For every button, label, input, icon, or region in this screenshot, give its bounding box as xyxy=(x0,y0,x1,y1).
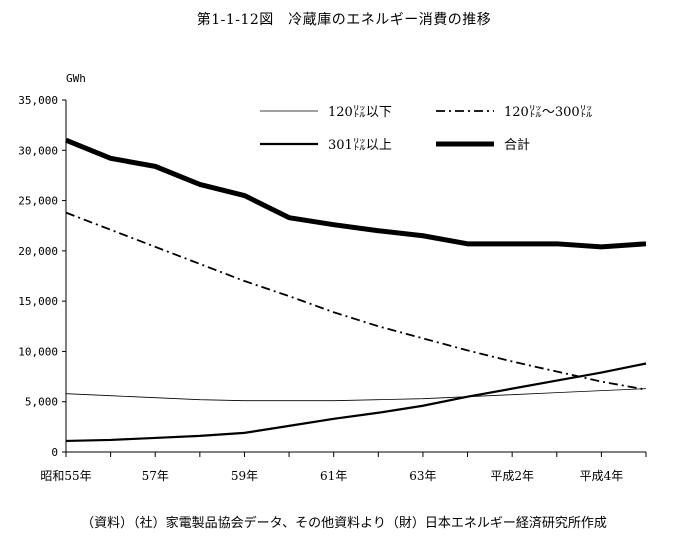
y-tick-label: 20,000 xyxy=(18,245,58,258)
x-tick-label: 61年 xyxy=(320,469,347,483)
x-tick-label: 平成2年 xyxy=(490,469,534,483)
y-tick-label: 10,000 xyxy=(18,345,58,358)
legend-label-3: 合計 xyxy=(504,137,530,153)
legend: 120㍑以下 120㍑～300㍑ 301㍑以上 合計 xyxy=(260,105,593,153)
axes: 0 5,000 10,000 15,000 20,000 25,000 30,000 35,0… xyxy=(18,94,647,483)
y-axis-unit-label: GWh xyxy=(66,72,86,85)
series-layer xyxy=(65,137,647,443)
chart-title: 第1-1-12図 冷蔵庫のエネルギー消費の推移 xyxy=(196,12,492,28)
series-line-2 xyxy=(65,362,647,443)
series-line-3 xyxy=(65,137,647,250)
y-tick-label: 5,000 xyxy=(25,396,58,409)
x-tick-label: 57年 xyxy=(142,469,169,483)
y-tick-label: 30,000 xyxy=(18,144,58,157)
series-line-0 xyxy=(65,388,647,402)
x-tick-label: 59年 xyxy=(231,469,258,483)
y-tick-label: 35,000 xyxy=(18,94,58,107)
source-note: （資料）（社）家電製品協会データ、その他資料より（財）日本エネルギー経済研究所作… xyxy=(81,516,607,531)
y-tick-label: 0 xyxy=(51,446,58,459)
x-tick-label: 63年 xyxy=(409,469,436,483)
series-line-1 xyxy=(65,211,647,391)
legend-label-1: 120㍑～300㍑ xyxy=(504,105,593,120)
y-tick-label: 25,000 xyxy=(18,195,58,208)
legend-label-2: 301㍑以上 xyxy=(328,138,392,153)
x-tick-label: 平成4年 xyxy=(580,469,624,483)
legend-label-0: 120㍑以下 xyxy=(328,105,392,120)
x-tick-label: 昭和55年 xyxy=(40,469,91,483)
y-tick-label: 15,000 xyxy=(18,295,58,308)
